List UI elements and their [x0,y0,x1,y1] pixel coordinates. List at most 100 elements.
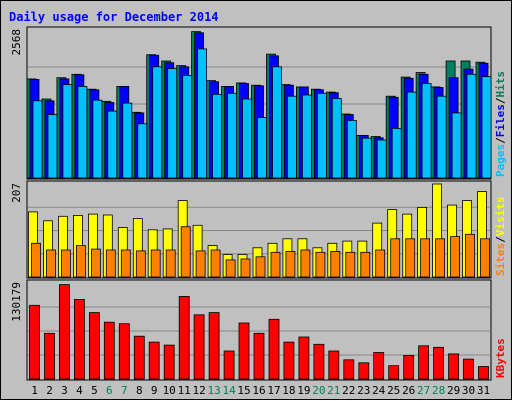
bar-kbytes-day-21 [328,350,340,380]
x-tick-label-day-6: 6 [106,384,113,397]
bar-kbytes-day-31 [478,366,489,380]
bar-sites-day-19 [300,249,311,278]
visits-panel-ymax-label: 207 [10,183,23,203]
bar-sites-day-10 [165,249,176,278]
x-tick-label-day-12: 12 [192,384,205,397]
bar-pages-day-3 [62,84,73,179]
series-sites [31,226,490,278]
bar-sites-day-6 [105,249,116,278]
bar-sites-day-17 [270,251,281,278]
bar-pages-day-19 [301,94,312,179]
bar-pages-day-10 [167,68,178,179]
bar-pages-day-1 [32,100,43,179]
bar-pages-day-30 [466,73,477,179]
bar-kbytes-day-5 [89,312,100,380]
bar-sites-day-28 [435,238,446,278]
bar-pages-day-12 [197,48,208,179]
series-pages [32,48,492,179]
bar-kbytes-day-7 [118,323,130,380]
bar-kbytes-day-27 [418,345,430,380]
bar-sites-day-9 [150,249,161,278]
bar-pages-day-13 [212,94,223,179]
bar-kbytes-day-29 [448,353,460,380]
legend-item: Pages [494,144,507,177]
bar-pages-day-29 [451,112,462,179]
bar-sites-day-16 [255,256,266,278]
bar-kbytes-day-19 [298,336,310,380]
x-tick-label-day-9: 9 [151,384,158,397]
legend-item: Visits [494,197,507,237]
x-tick-label-day-11: 11 [178,384,191,397]
bar-pages-day-2 [47,114,58,179]
bar-pages-day-26 [406,91,417,179]
visits-panel: 207 Sites/Visits [10,180,507,279]
x-tick-label-day-29: 29 [447,384,460,397]
bar-sites-day-23 [360,251,371,278]
bar-kbytes-day-26 [403,354,415,380]
bar-sites-day-30 [465,233,475,278]
bar-sites-day-31 [480,238,490,278]
bar-sites-day-22 [345,251,356,278]
bar-sites-day-26 [405,238,416,278]
bar-sites-day-27 [420,238,431,278]
bar-kbytes-day-18 [283,341,295,380]
x-tick-label-day-21: 21 [327,384,340,397]
bar-kbytes-day-13 [208,312,220,380]
bar-pages-day-18 [286,95,297,179]
x-tick-label-day-5: 5 [91,384,98,397]
legend-item: Files [494,104,507,137]
usage-panel-legend: Pages/Files/Hits [494,71,507,177]
bar-sites-day-14 [225,259,236,278]
bar-pages-day-11 [182,75,193,179]
legend-item: Sites [494,243,507,276]
bar-kbytes-day-3 [59,284,70,380]
bar-pages-day-15 [242,98,252,179]
bar-kbytes-day-2 [44,332,55,380]
x-tick-label-day-26: 26 [402,384,415,397]
bar-sites-day-21 [330,250,341,278]
bar-kbytes-day-1 [29,304,40,380]
bar-kbytes-day-25 [388,365,400,380]
bar-pages-day-24 [376,139,387,179]
bar-sites-day-18 [285,250,296,278]
legend-item: / [494,137,507,144]
bar-pages-day-6 [107,110,118,179]
bar-kbytes-day-15 [238,322,250,380]
bar-pages-day-25 [391,128,402,179]
bar-pages-day-21 [331,98,342,179]
bar-pages-day-9 [152,66,163,179]
kbytes-panel-ymax-label: 130179 [10,282,23,322]
bar-sites-day-12 [195,250,206,278]
x-tick-label-day-25: 25 [387,384,400,397]
kbytes-panel: 130179 KBytes [10,279,507,381]
x-tick-label-day-22: 22 [342,384,355,397]
bar-sites-day-25 [390,238,401,278]
bar-pages-day-16 [257,117,267,179]
legend-item: Hits [494,71,507,98]
x-tick-label-day-30: 30 [462,384,475,397]
x-tick-label-day-17: 17 [267,384,280,397]
bar-pages-day-28 [436,95,447,179]
bar-sites-day-4 [76,245,86,278]
bar-pages-day-27 [421,83,432,179]
bar-kbytes-day-12 [193,314,205,380]
x-tick-label-day-1: 1 [31,384,38,397]
bar-kbytes-day-28 [433,346,445,380]
usage-panel-ymax-label: 2568 [10,29,23,56]
legend-item: KBytes [494,338,507,378]
panels-layer: 2568Pages/Files/Hits207Sites/Visits13017… [10,26,507,381]
kbytes-panel-legend: KBytes [494,338,507,378]
bar-kbytes-day-16 [253,332,265,380]
bar-kbytes-day-30 [463,358,474,380]
bar-sites-day-13 [210,249,221,278]
x-tick-label-day-23: 23 [357,384,370,397]
bar-kbytes-day-11 [178,295,190,380]
bar-sites-day-29 [450,236,461,278]
bar-kbytes-day-6 [103,321,115,380]
chart-title: Daily usage for December 2014 [9,10,219,24]
x-tick-label-day-7: 7 [121,384,128,397]
visits-panel-legend: Sites/Visits [494,197,507,277]
bar-sites-day-1 [31,242,41,278]
